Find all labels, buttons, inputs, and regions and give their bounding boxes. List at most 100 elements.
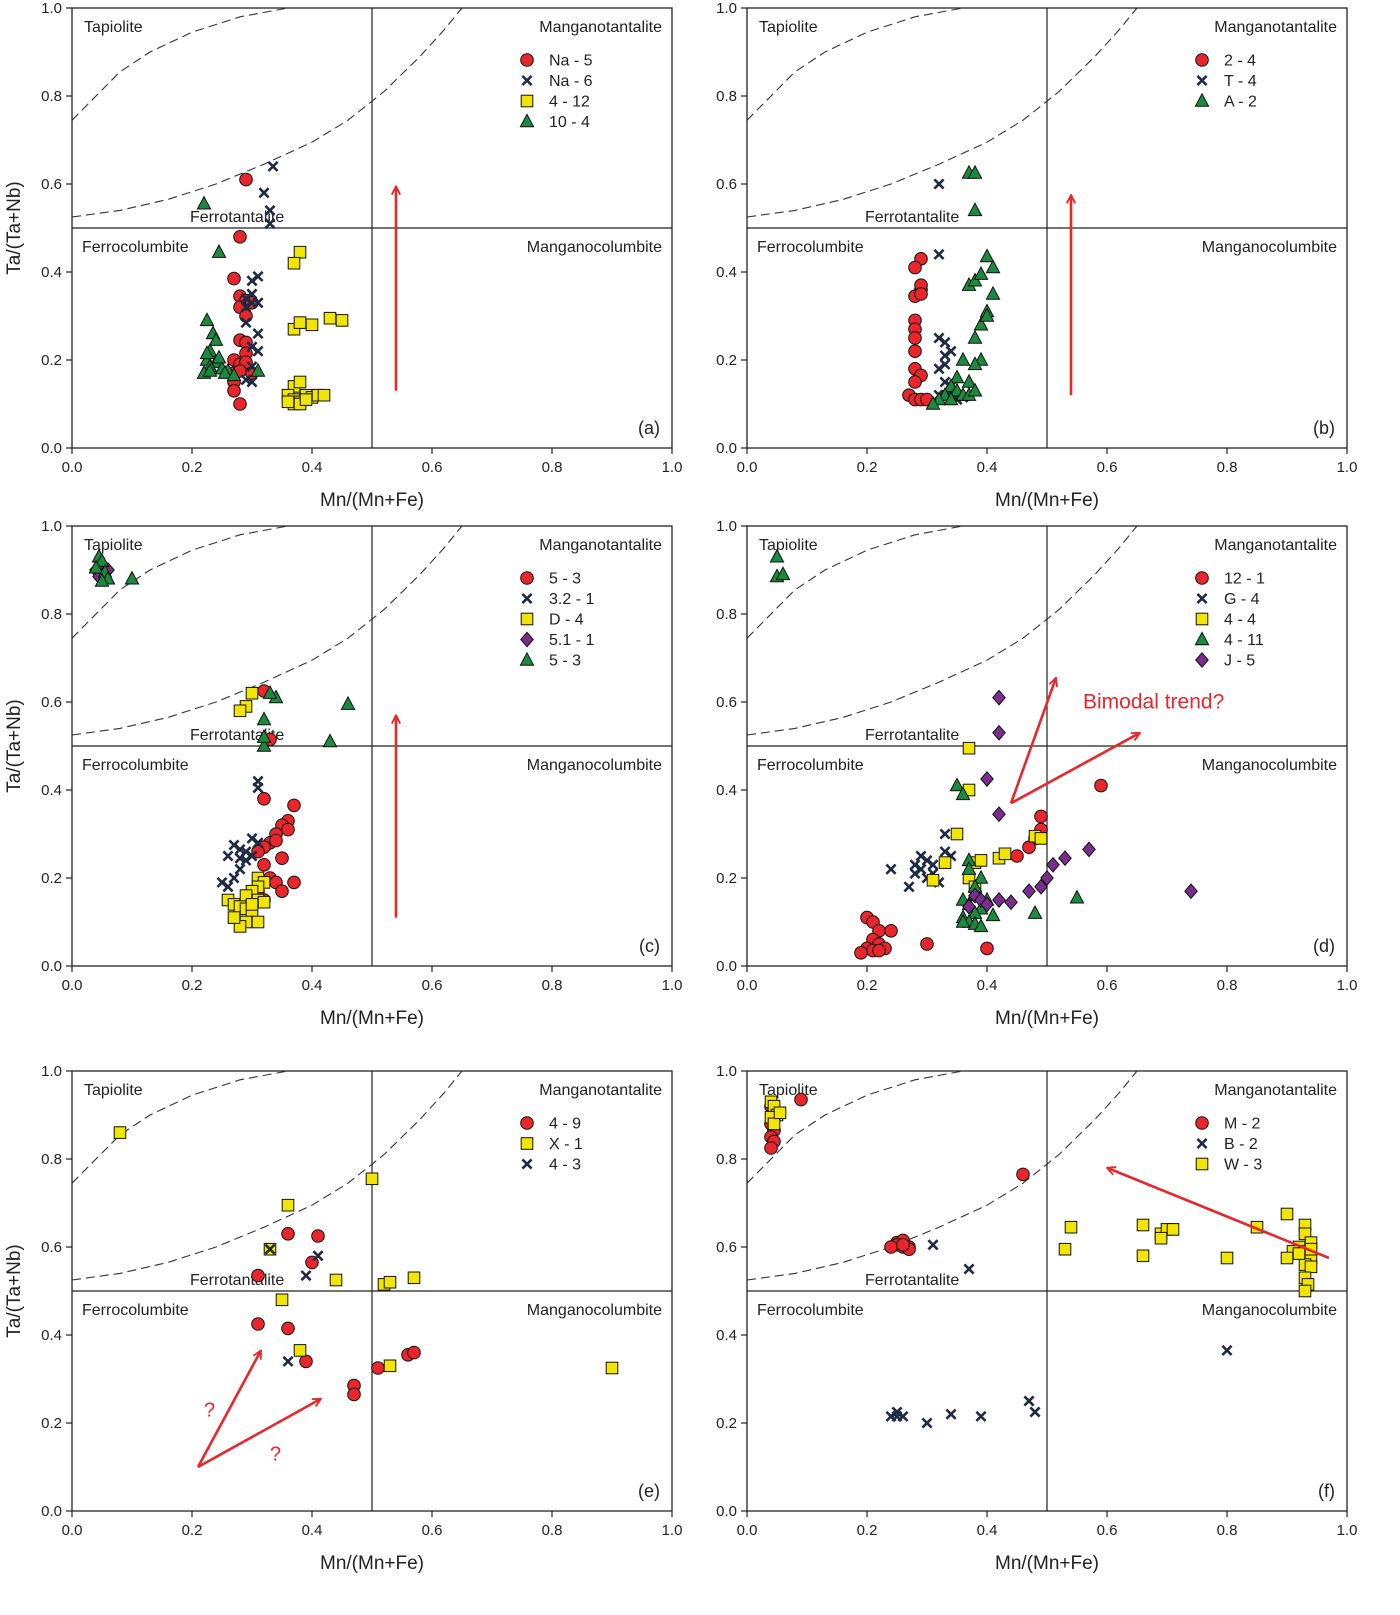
data-point [939, 336, 951, 348]
data-point [914, 287, 928, 301]
y-tick-label: 0.4 [716, 782, 737, 799]
data-point [335, 314, 349, 327]
data-point [287, 256, 301, 270]
data-point [252, 297, 264, 309]
x-tick-label: 0.2 [182, 459, 203, 476]
panel-b: 0.0 0.2 0.4 0.6 0.8 1.0 0.0 0.2 0.4 0.6 0.8 1.0 Mn/(… [716, 0, 1357, 511]
x-tick-label: 1.0 [662, 1522, 683, 1539]
data-point [245, 686, 259, 700]
series-2-4 [902, 251, 934, 407]
data-point [113, 1126, 127, 1139]
data-point [234, 852, 246, 864]
data-point [252, 782, 264, 794]
data-point [961, 860, 977, 875]
legend-marker [1196, 592, 1208, 605]
data-point [275, 851, 289, 866]
series-B-2 [885, 1239, 1233, 1429]
data-point [322, 733, 338, 748]
x-tick-label: 0.8 [1217, 459, 1238, 476]
data-point [246, 275, 258, 287]
legend-label: 10 - 4 [549, 114, 590, 131]
data-point [228, 872, 240, 884]
x-tick-label: 1.0 [662, 459, 683, 476]
legend-label: X - 1 [549, 1136, 583, 1153]
panel-f: 0.0 0.2 0.4 0.6 0.8 1.0 0.0 0.2 0.4 0.6 0.8 1.0 Mn/(… [716, 1063, 1357, 1574]
data-point [233, 704, 247, 718]
panel-label: (d) [1313, 936, 1335, 956]
legend-label: 3.2 - 1 [549, 591, 594, 608]
data-point [246, 376, 258, 388]
legend-marker [1195, 1116, 1209, 1130]
series-X-1 [113, 1126, 619, 1375]
x-tick-label: 1.0 [662, 977, 683, 994]
data-point [992, 806, 1006, 823]
data-point [211, 243, 227, 258]
data-point [246, 288, 258, 300]
x-tick-label: 0.6 [1097, 1522, 1118, 1539]
plot-frame [71, 7, 673, 449]
data-point [347, 1387, 361, 1402]
data-point [196, 195, 212, 210]
x-tick-label: 0.0 [62, 977, 83, 994]
y-tick-label: 0.0 [716, 958, 737, 975]
data-point [1022, 883, 1036, 900]
data-point [1304, 1260, 1318, 1274]
legend-marker [1196, 74, 1208, 87]
data-point [1058, 850, 1072, 867]
data-point [945, 345, 957, 357]
y-tick-label: 0.2 [41, 1415, 62, 1432]
y-tick-label: 0.8 [716, 88, 737, 105]
x-axis-label: Mn/(Mn+Fe) [320, 490, 424, 511]
y-tick-label: 0.8 [716, 606, 737, 623]
data-point [767, 1117, 781, 1131]
y-tick-label: 0.4 [41, 264, 62, 281]
data-point [208, 331, 224, 346]
data-point [979, 248, 995, 263]
field-label-manganotantalite: Manganotantalite [1214, 537, 1337, 554]
series-10-4 [196, 195, 266, 382]
tapiolite-boundary-curve-lower [71, 1070, 463, 1281]
data-point [256, 711, 272, 726]
x-tick-label: 0.8 [542, 977, 563, 994]
data-point [943, 391, 959, 406]
trend-annotation: ? [204, 1399, 215, 1421]
data-point [365, 1172, 379, 1186]
data-point [246, 850, 258, 862]
data-point [293, 1344, 307, 1357]
data-point [920, 937, 934, 951]
legend-label: M - 2 [1224, 1116, 1261, 1133]
data-point [234, 863, 246, 875]
data-point [199, 345, 215, 360]
trend-arrow [196, 1350, 263, 1468]
x-tick-label: 0.8 [542, 1522, 563, 1539]
data-point [967, 202, 983, 217]
y-tick-label: 0.6 [716, 694, 737, 711]
data-point [222, 850, 234, 862]
series-5-3 [88, 548, 356, 752]
y-tick-label: 0.4 [716, 1327, 737, 1344]
y-tick-label: 0.4 [41, 782, 62, 799]
data-point [950, 827, 964, 841]
series-4-12 [281, 245, 349, 411]
data-point [1040, 870, 1054, 886]
trend-annotation: Bimodal trend? [1083, 691, 1224, 714]
data-point [407, 1271, 421, 1285]
x-tick-label: 0.2 [857, 459, 878, 476]
data-point [872, 943, 886, 958]
data-point [340, 695, 356, 710]
legend-marker [1195, 1157, 1209, 1171]
field-label-tapiolite: Tapiolite [759, 537, 818, 554]
x-axis-label: Mn/(Mn+Fe) [995, 1008, 1099, 1029]
data-point [407, 1345, 421, 1360]
legend-marker [521, 74, 533, 87]
data-point [1064, 1220, 1078, 1234]
data-point [967, 356, 983, 371]
data-point [252, 345, 264, 357]
y-tick-label: 0.6 [716, 176, 737, 193]
y-tick-label: 0.0 [41, 440, 62, 457]
y-tick-label: 0.8 [41, 606, 62, 623]
data-point [963, 1263, 975, 1275]
data-point [293, 245, 307, 259]
legend: 5 - 3 3.2 - 1 D - 4 5.1 - 1 5 - 3 [519, 571, 594, 670]
data-point [383, 1359, 397, 1373]
